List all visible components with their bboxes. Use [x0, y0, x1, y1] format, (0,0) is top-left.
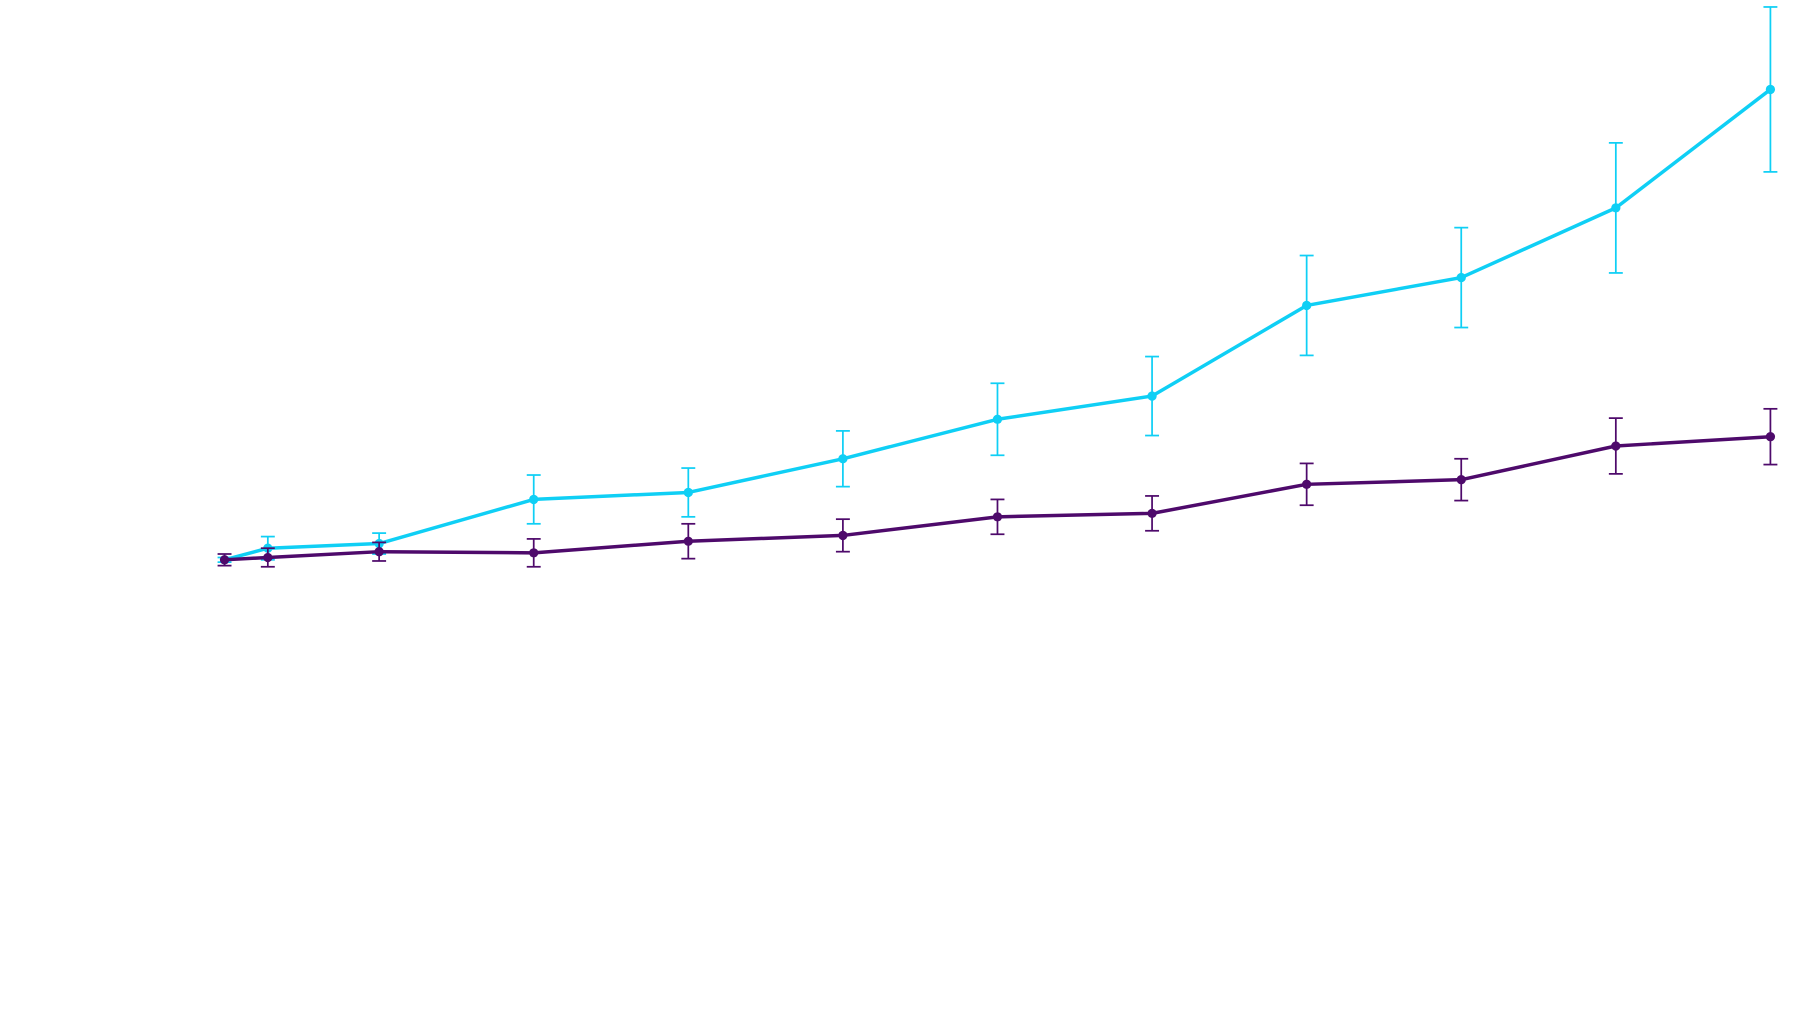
series-1-point — [992, 414, 1003, 424]
series-2-point — [1302, 479, 1312, 489]
series-1-point — [1147, 391, 1157, 401]
series-1-point — [529, 494, 539, 505]
series-2-point — [1456, 475, 1466, 485]
series-2-point — [992, 512, 1003, 522]
series-2-point — [1147, 508, 1157, 518]
series-1-line — [224, 88, 1772, 562]
series-2-point — [1611, 441, 1621, 451]
series-2-point — [838, 530, 848, 541]
series-2-point — [683, 536, 693, 546]
series-1-point — [1302, 300, 1312, 311]
series-2-point — [263, 552, 273, 563]
series-1-point — [1611, 203, 1621, 213]
plot-area — [217, 6, 1778, 568]
series-2-point — [219, 555, 230, 565]
series-1-point — [838, 454, 848, 464]
series-1-point — [683, 487, 693, 498]
series-2-point — [1765, 432, 1776, 442]
series-1-point — [1765, 84, 1776, 95]
series-2-point — [529, 548, 539, 558]
series-1-point — [1456, 272, 1466, 283]
series-2-point — [374, 547, 384, 557]
series-2-line — [224, 434, 1771, 562]
